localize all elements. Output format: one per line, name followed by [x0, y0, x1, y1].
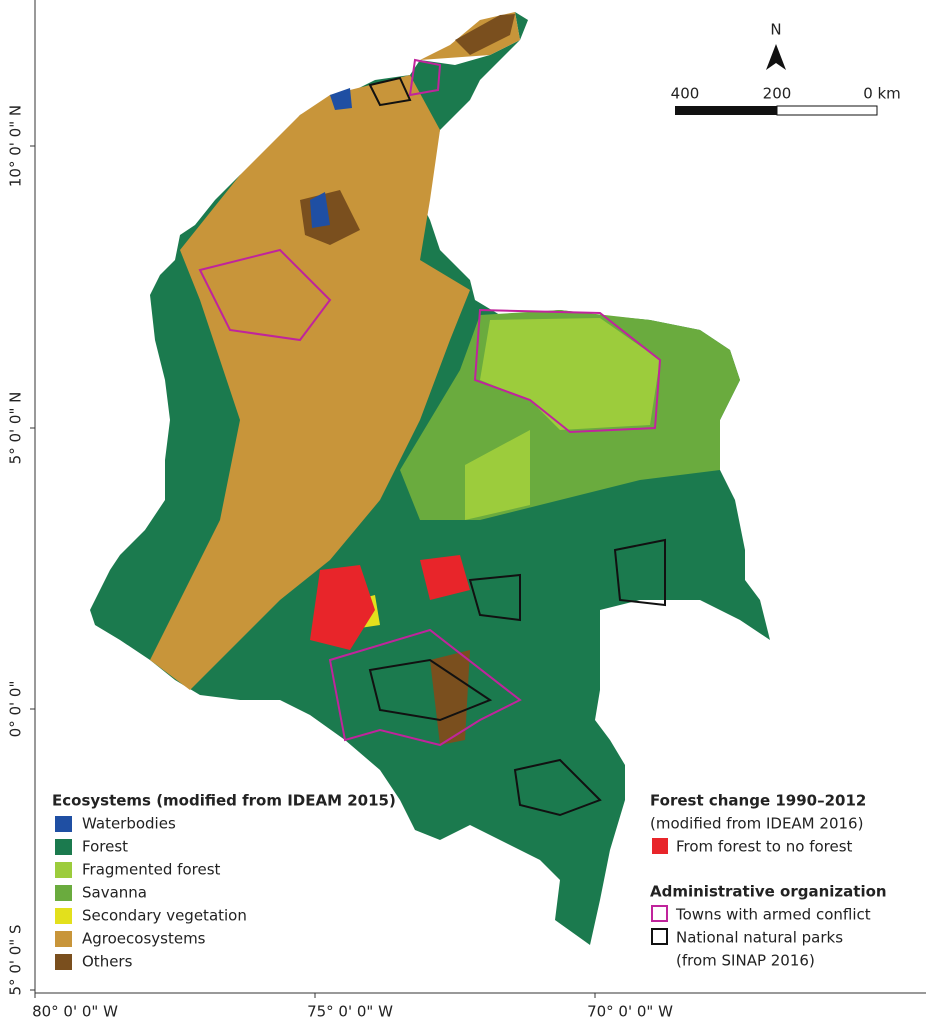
water-region — [330, 88, 352, 110]
legend-label: Others — [82, 953, 133, 971]
legend-swatch — [652, 838, 668, 854]
scale-label: 0 km — [863, 85, 901, 103]
north-label: N — [770, 21, 781, 39]
legend-subtitle: (modified from IDEAM 2016) — [650, 815, 863, 833]
graticule: 10° 0' 0" N 5° 0' 0" N 0° 0' 0" 5° 0' 0"… — [7, 0, 926, 1021]
legend-swatch — [651, 905, 668, 922]
deforestation-region — [420, 555, 470, 600]
conflict-town — [198, 248, 332, 342]
national-park — [468, 573, 521, 622]
legend-title: Ecosystems (modified from IDEAM 2015) — [52, 792, 396, 810]
conflict-town — [408, 58, 442, 97]
legend-label: Forest — [82, 838, 128, 856]
north-arrow-icon — [766, 44, 786, 70]
legend-note: (from SINAP 2016) — [676, 952, 815, 970]
legend-label: Secondary vegetation — [82, 907, 247, 925]
forest-change-legend: Forest change 1990–2012 (modified from I… — [650, 792, 866, 856]
country — [90, 12, 770, 945]
ecosystem-legend: Ecosystems (modified from IDEAM 2015) Wa… — [52, 792, 396, 971]
legend-title: Forest change 1990–2012 — [650, 792, 866, 810]
legend-label: Towns with armed conflict — [675, 906, 871, 924]
national-park — [613, 538, 666, 607]
lat-label: 5° 0' 0" N — [7, 392, 25, 465]
legend-label: Fragmented forest — [82, 861, 221, 879]
lat-label: 0° 0' 0" — [7, 681, 25, 738]
conflict-town — [473, 308, 662, 434]
lat-label: 5° 0' 0" S — [7, 925, 25, 996]
fragmented-forest-region — [465, 430, 530, 520]
legend-title: Administrative organization — [650, 883, 887, 901]
national-park — [368, 658, 493, 722]
legend-swatch — [55, 816, 72, 832]
scale-label: 400 — [671, 85, 700, 103]
lon-label: 75° 0' 0" W — [307, 1003, 393, 1021]
legend-swatch — [55, 862, 72, 878]
admin-legend: Administrative organization Towns with a… — [650, 883, 887, 970]
legend-label: Waterbodies — [82, 815, 176, 833]
deforestation-region — [310, 565, 375, 650]
legend-swatch — [55, 885, 72, 901]
national-park — [513, 758, 602, 817]
north-arrow: N — [766, 21, 786, 70]
legend-label: Savanna — [82, 884, 147, 902]
scale-segment — [776, 105, 878, 116]
others-region — [455, 14, 515, 55]
lon-label: 80° 0' 0" W — [32, 1003, 118, 1021]
national-park — [368, 76, 412, 107]
legend-swatch — [55, 839, 72, 855]
fragmented-forest-region — [480, 318, 660, 430]
lat-label: 10° 0' 0" N — [7, 105, 25, 187]
scale-bar: 400 200 0 km — [671, 85, 901, 116]
legend-swatch — [55, 931, 72, 947]
others-region — [430, 650, 470, 745]
agro-region — [150, 75, 470, 690]
legend-swatch — [651, 928, 668, 945]
scale-segment — [675, 106, 777, 115]
water-region — [310, 192, 330, 228]
legend-label: Agroecosystems — [82, 930, 206, 948]
conflict-town — [328, 628, 522, 747]
lon-label: 70° 0' 0" W — [587, 1003, 673, 1021]
legend-swatch — [55, 908, 72, 924]
legend-label: From forest to no forest — [676, 838, 853, 856]
scale-label: 200 — [763, 85, 792, 103]
legend-label: National natural parks — [676, 929, 843, 947]
legend-swatch — [55, 954, 72, 970]
